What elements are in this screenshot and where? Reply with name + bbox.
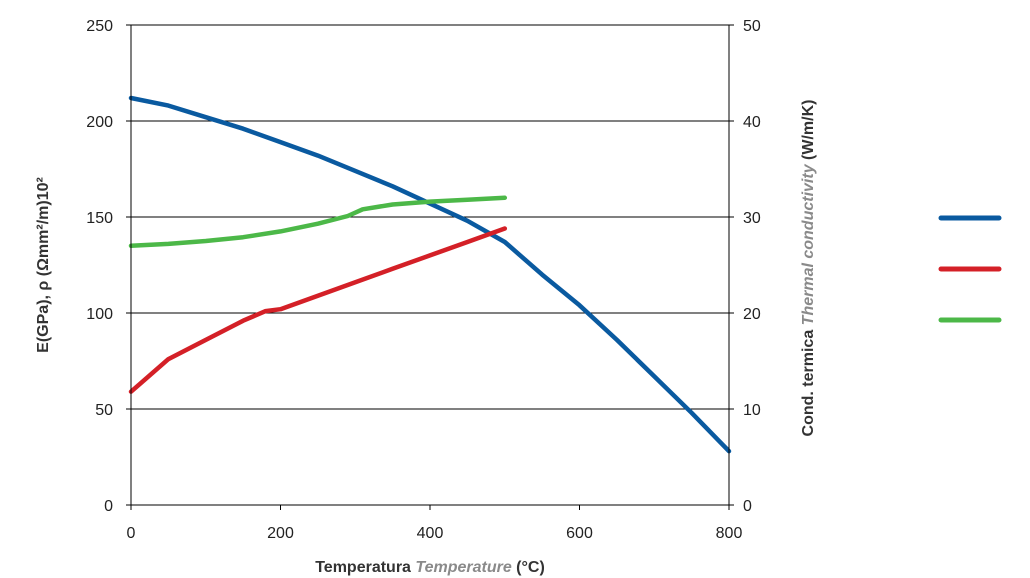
right-y-tick-label: 40 — [743, 114, 761, 131]
x-tick-label: 0 — [127, 525, 136, 542]
horizontal-gridlines — [131, 24, 729, 410]
left-y-tick-label: 200 — [86, 114, 113, 131]
axes — [130, 25, 730, 506]
left-y-tick-label: 250 — [86, 18, 113, 35]
x-tick-label: 400 — [417, 525, 444, 542]
right-y-tick-label: 30 — [743, 210, 761, 227]
left-y-tick-label: 100 — [86, 306, 113, 323]
left-y-tick-label: 0 — [104, 498, 113, 515]
right-y-tick-label: 20 — [743, 306, 761, 323]
series-line-1 — [128, 95, 732, 454]
series-line-3 — [128, 195, 508, 249]
right-y-tick-label: 10 — [743, 402, 761, 419]
series-lines — [128, 95, 732, 454]
x-tick-label: 800 — [716, 525, 743, 542]
x-tick-label: 600 — [566, 525, 593, 542]
left-y-axis-title: E(GPa), ρ (Ωmm²/m)10² — [35, 177, 52, 353]
left-y-tick-label: 150 — [86, 210, 113, 227]
series-line-2 — [128, 226, 508, 394]
right-y-axis-title: Cond. termica Thermal conductivity (W/m/… — [800, 100, 817, 437]
right-y-tick-label: 0 — [743, 498, 752, 515]
x-tick-label: 200 — [267, 525, 294, 542]
right-y-tick-label: 50 — [743, 18, 761, 35]
legend — [938, 215, 1002, 323]
left-y-tick-label: 50 — [95, 402, 113, 419]
x-axis-title: Temperatura Temperature (°C) — [315, 559, 545, 576]
tick-labels: 0 50 100 150 200 250 0 10 20 30 40 50 0 200 400 600 800 — [86, 18, 761, 542]
